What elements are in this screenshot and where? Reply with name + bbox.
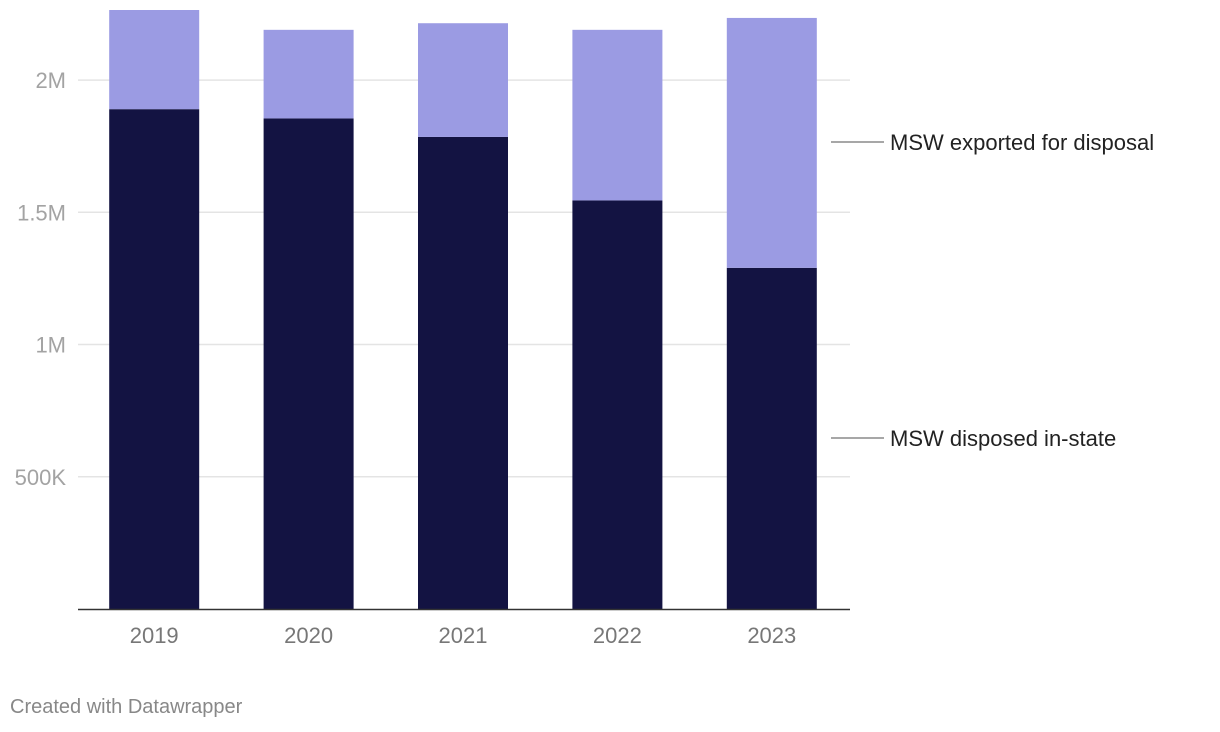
bar-2020-exported [263,29,354,119]
y-tick-label: 2M [35,68,66,93]
x-tick-label: 2023 [747,623,796,648]
legend: MSW disposed in-state MSW exported for di… [831,130,1154,451]
bar-2019-in-state [109,109,200,610]
legend-label-exported: MSW exported for disposal [890,130,1154,155]
y-tick-label: 500K [15,465,67,490]
bar-2019-exported [109,10,200,110]
y-tick-labels: 500K 1M 1.5M 2M [15,68,67,490]
bar-2021-exported [418,23,508,137]
x-tick-label: 2022 [593,623,642,648]
x-tick-label: 2021 [439,623,488,648]
bar-2020-in-state [263,118,354,609]
bar-2022-in-state [572,200,663,610]
y-tick-label: 1.5M [17,200,66,225]
legend-label-in-state: MSW disposed in-state [890,426,1116,451]
bar-2023-exported [726,17,817,268]
x-tick-labels: 2019 2020 2021 2022 2023 [130,623,797,648]
stacked-bar-chart: 500K 1M 1.5M 2M 2019 2020 2021 2022 2023 MSW di… [15,10,1154,648]
x-tick-label: 2019 [130,623,179,648]
bar-2021-in-state [418,136,508,609]
credit-text: Created with Datawrapper [10,696,243,718]
bars [109,10,817,610]
x-tick-label: 2020 [284,623,333,648]
bar-2023-in-state [726,267,817,609]
bar-2022-exported [572,29,663,201]
y-tick-label: 1M [35,333,66,358]
